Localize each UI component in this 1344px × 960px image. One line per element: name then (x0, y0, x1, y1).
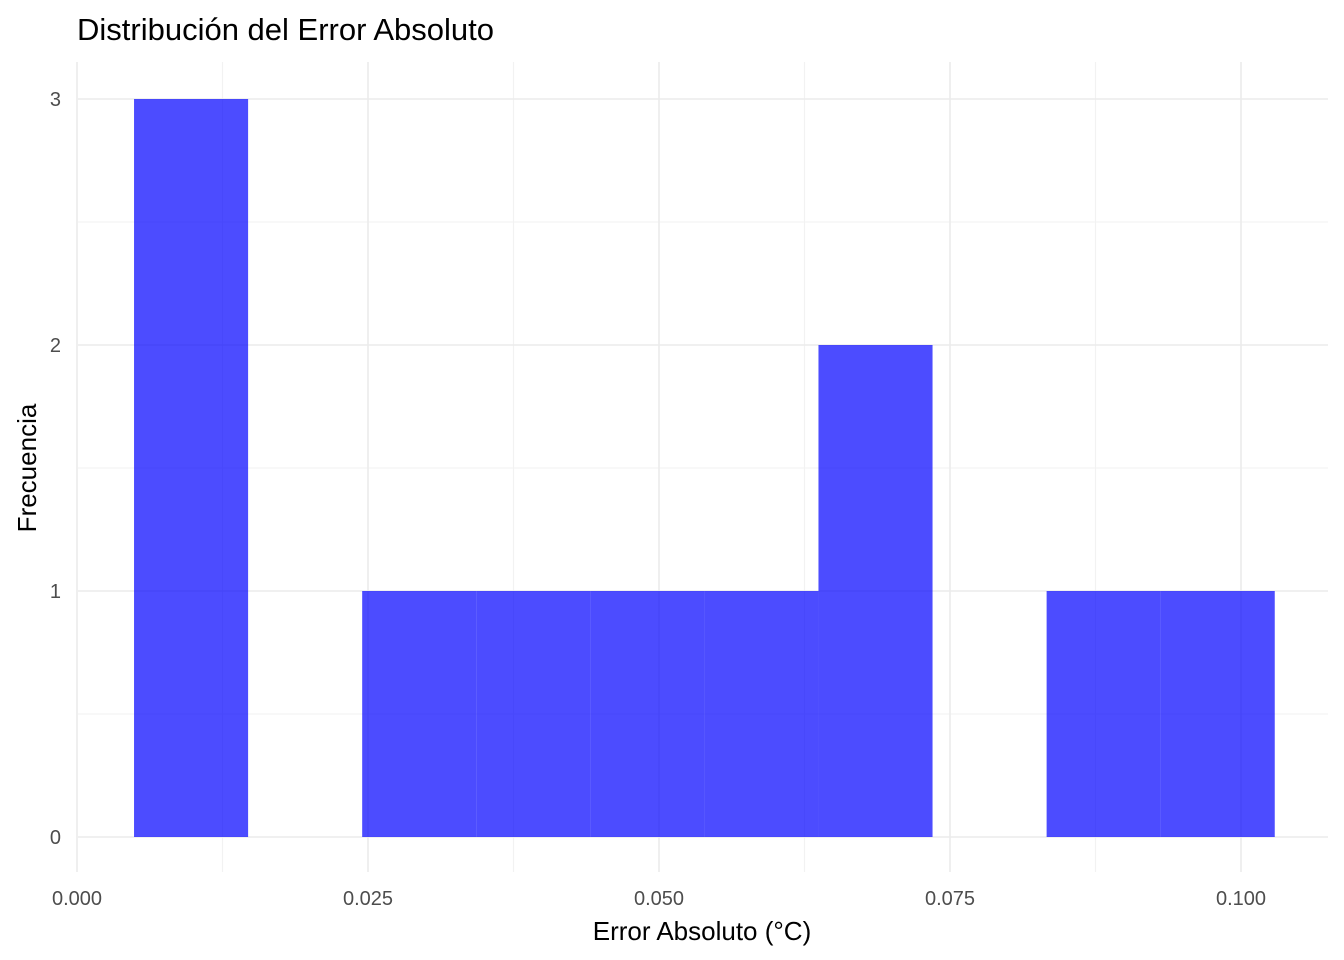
y-axis-ticks: 0 1 2 3 (50, 89, 61, 849)
x-tick-label: 0.075 (925, 888, 975, 910)
x-tick-label: 0.100 (1216, 888, 1266, 910)
chart-title: Distribución del Error Absoluto (77, 12, 494, 47)
histogram-bar (362, 591, 477, 837)
histogram-bar (476, 591, 591, 837)
x-tick-label: 0.000 (52, 888, 102, 910)
histogram-bar (1160, 591, 1275, 837)
x-tick-label: 0.050 (634, 888, 684, 910)
histogram-bars (134, 99, 1275, 837)
histogram-bar (1046, 591, 1161, 837)
x-tick-label: 0.025 (343, 888, 393, 910)
x-axis-label: Error Absoluto (°C) (593, 916, 811, 946)
y-axis-label: Frecuencia (12, 403, 42, 532)
histogram-bar (704, 591, 819, 837)
y-tick-label: 0 (50, 827, 61, 849)
histogram-bar (134, 99, 249, 837)
x-axis-ticks: 0.000 0.025 0.050 0.075 0.100 (52, 888, 1266, 910)
y-tick-label: 1 (50, 581, 61, 603)
histogram-bar (818, 345, 933, 837)
histogram-bar (590, 591, 705, 837)
y-tick-label: 2 (50, 335, 61, 357)
y-tick-label: 3 (50, 89, 61, 111)
